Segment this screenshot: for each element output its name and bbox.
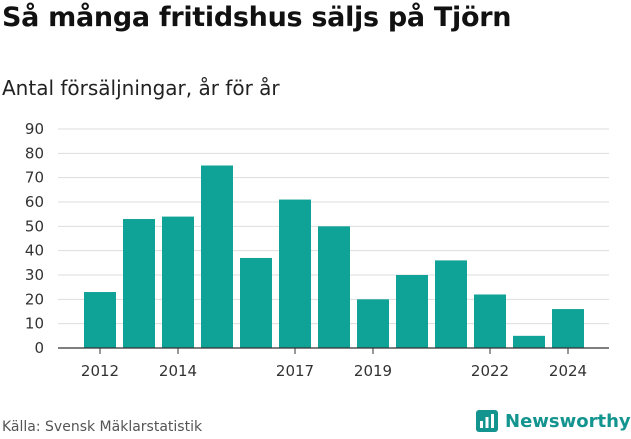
- bar-2023: [513, 335, 545, 348]
- x-tick-label: 2022: [471, 362, 509, 380]
- y-tick-label: 40: [25, 242, 44, 260]
- source-note: Källa: Svensk Mäklarstatistik: [2, 419, 203, 435]
- bar-2017: [279, 199, 311, 348]
- y-tick-label: 80: [25, 144, 44, 162]
- brand-name: Newsworthy: [505, 410, 631, 432]
- x-tick-label: 2019: [354, 362, 392, 380]
- bar-2012: [84, 292, 116, 348]
- bar-chart: 0 10 20 30 40 50 60 70 80 90 2012 2014 2017 2019 2022 2…: [25, 120, 609, 380]
- bar-2014: [162, 216, 194, 348]
- x-tick-label: 2024: [549, 362, 587, 380]
- bar-2021: [435, 260, 467, 348]
- y-tick-label: 10: [25, 315, 44, 333]
- y-tick-label: 70: [25, 169, 44, 187]
- x-tick-label: 2012: [81, 362, 119, 380]
- y-tick-label: 90: [25, 120, 44, 138]
- brand-logo: Newsworthy: [475, 409, 631, 433]
- y-tick-label: 30: [25, 266, 44, 284]
- bar-2016: [240, 257, 272, 348]
- y-tick-label: 60: [25, 193, 44, 211]
- y-tick-label: 50: [25, 217, 44, 235]
- bar-2018: [318, 226, 350, 348]
- axes: 0 10 20 30 40 50 60 70 80 90 2012 2014 2017 2019 2022 2…: [25, 120, 609, 380]
- bar-2013: [123, 219, 155, 348]
- newsworthy-logo-icon: [476, 410, 498, 432]
- x-tick-label: 2014: [159, 362, 197, 380]
- bar-2022: [474, 294, 506, 348]
- bars: [84, 165, 584, 348]
- y-tick-label: 0: [34, 339, 44, 357]
- chart-title: Så många fritidshus säljs på Tjörn: [2, 2, 512, 33]
- chart-subtitle: Antal försäljningar, år för år: [2, 76, 280, 100]
- bar-2024: [552, 309, 584, 348]
- bar-2020: [396, 275, 428, 348]
- y-tick-label: 20: [25, 290, 44, 308]
- bar-2015: [201, 165, 233, 348]
- bar-2019: [357, 299, 389, 348]
- x-tick-label: 2017: [276, 362, 314, 380]
